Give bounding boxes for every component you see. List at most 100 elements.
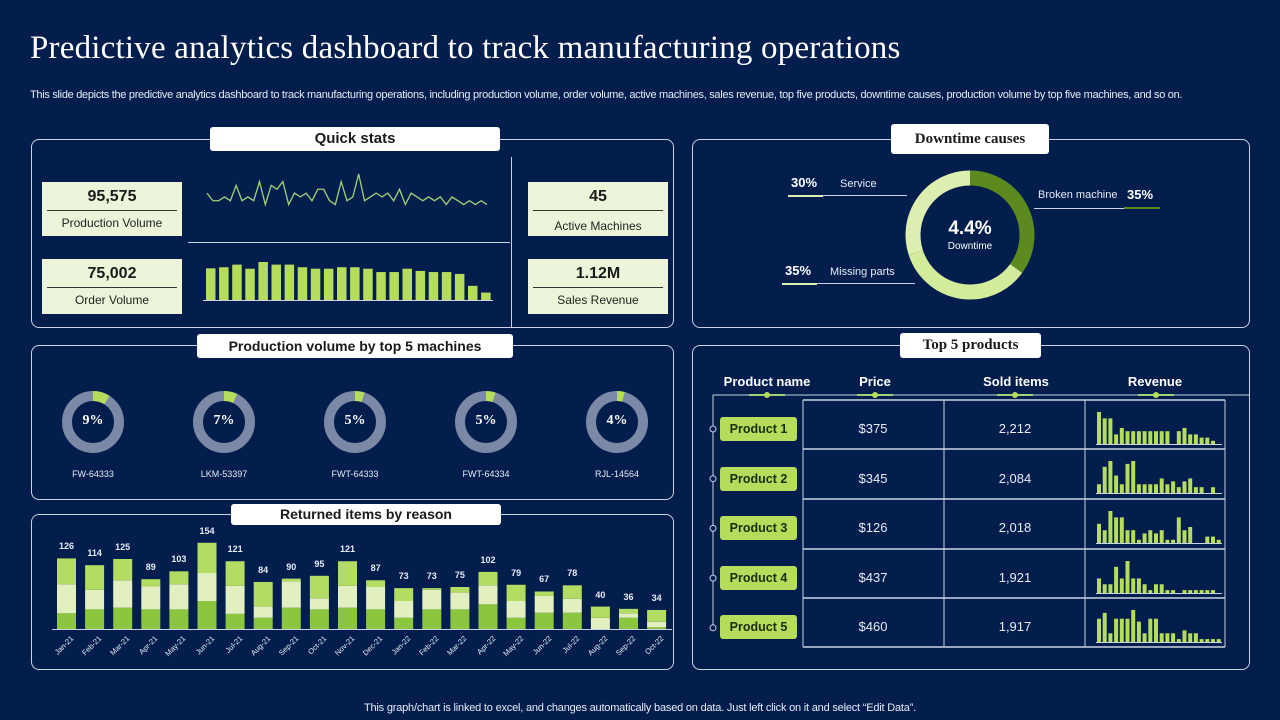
broken-machine-underline: [1124, 207, 1160, 209]
order-bar: [415, 270, 426, 300]
returned-value-label: 73: [398, 571, 409, 582]
order-bar: [271, 264, 281, 300]
returned-value-label: 90: [286, 561, 297, 572]
machine-name: LKM-53397: [200, 469, 248, 479]
returned-bar-segment: [619, 613, 638, 618]
returned-value-label: 89: [145, 562, 156, 573]
revenue-spark-bar: [1165, 633, 1170, 642]
returned-bar-segment: [478, 604, 498, 629]
revenue-spark-bar: [1188, 527, 1193, 543]
revenue-spark-bar: [1216, 539, 1221, 543]
returned-bar-segment: [506, 584, 526, 601]
donut-fill: [223, 391, 238, 404]
missing-parts-leader-line: [817, 283, 915, 284]
returned-bar-segment: [197, 542, 217, 573]
revenue-spark-bar: [1114, 475, 1119, 493]
revenue-spark-bar: [1108, 461, 1113, 493]
revenue-spark-bar: [1182, 590, 1187, 593]
revenue-spark-bar: [1154, 584, 1158, 593]
product-name-badge[interactable]: Product 3: [720, 516, 797, 541]
products-title: Top 5 products: [900, 333, 1041, 358]
revenue-spark-bar: [1102, 418, 1107, 444]
revenue-spark-bar: [1154, 618, 1158, 642]
header-dot: [1153, 392, 1159, 398]
revenue-spark-bar: [1097, 578, 1101, 593]
downtime-slice-service: [905, 170, 971, 255]
order-volume-card: 75,002 Order Volume: [42, 259, 182, 314]
row-marker: [709, 624, 717, 632]
revenue-spark-bar: [1176, 487, 1181, 493]
returned-value-label: 103: [171, 554, 187, 565]
returned-bar-segment: [590, 617, 610, 629]
returned-bar-segment: [534, 612, 554, 629]
returned-bar-segment: [422, 589, 442, 610]
order-bar: [389, 272, 399, 300]
revenue-spark-bar: [1119, 428, 1124, 444]
returned-bar-segment: [338, 607, 357, 629]
returned-bar-segment: [394, 601, 414, 618]
machine-pct: 5%: [344, 413, 366, 428]
returned-bar-segment: [478, 571, 498, 586]
revenue-spark-bar: [1205, 536, 1210, 543]
downtime-slice-missing-parts: [908, 250, 1023, 300]
revenue-spark-bar: [1182, 428, 1187, 444]
divider: [47, 210, 177, 211]
machine-donut: [586, 391, 648, 453]
product-name-badge[interactable]: Product 4: [720, 565, 797, 590]
revenue-spark-bar: [1119, 578, 1124, 593]
revenue-spark-bar: [1193, 590, 1198, 593]
revenue-spark-bar: [1119, 618, 1124, 642]
returned-value-label: 102: [480, 554, 496, 565]
product-name-badge[interactable]: Product 5: [720, 615, 797, 640]
product-name-badge[interactable]: Product 2: [720, 466, 797, 491]
products-table-grid: [709, 392, 1250, 648]
product-price: $460: [858, 619, 888, 635]
machine-name: FW-64333: [72, 469, 114, 479]
revenue-spark-bar: [1171, 633, 1176, 642]
revenue-spark-bar: [1171, 590, 1176, 593]
revenue-spark-bar: [1125, 431, 1130, 444]
returned-bar-segment: [619, 608, 638, 614]
revenue-spark-bar: [1142, 584, 1147, 593]
revenue-spark-bar: [1211, 536, 1215, 543]
returned-bar-segment: [338, 561, 357, 586]
returned-bar-segment: [450, 587, 470, 593]
column-header-product-name: Product name: [723, 374, 811, 389]
quick-stats-title: Quick stats: [210, 127, 500, 151]
quick-stats-v-divider: [511, 157, 512, 327]
revenue-spark-bar: [1176, 639, 1181, 642]
revenue-spark-bar: [1159, 530, 1164, 543]
returned-bar-segment: [57, 584, 76, 614]
donut-fill: [485, 391, 496, 403]
production-volume-card: 95,575 Production Volume: [42, 182, 182, 236]
revenue-spark-bar: [1211, 639, 1215, 642]
returned-bar-segment: [141, 609, 161, 629]
product-sold-items: 1,921: [998, 569, 1032, 585]
returned-bar-segment: [85, 565, 105, 590]
machine-donut: [193, 391, 255, 453]
downtime-center-label: Downtime: [947, 241, 993, 252]
revenue-spark-bar: [1193, 434, 1198, 444]
revenue-spark-bar: [1159, 584, 1164, 593]
revenue-spark-bar: [1199, 437, 1204, 444]
revenue-spark-bar: [1154, 533, 1158, 543]
returned-bar-segment: [562, 585, 582, 599]
revenue-spark-bar: [1097, 412, 1101, 444]
returned-bar-segment: [85, 589, 105, 610]
revenue-spark-bar: [1171, 539, 1176, 543]
revenue-spark-bar: [1108, 633, 1113, 642]
revenue-spark-bar: [1199, 590, 1204, 593]
revenue-spark-bar: [1188, 434, 1193, 444]
machine-pct: 5%: [475, 413, 497, 428]
returned-value-label: 79: [511, 567, 522, 578]
machine-donut: [62, 391, 124, 453]
revenue-spark-bar: [1125, 530, 1130, 543]
revenue-spark-bar: [1148, 431, 1153, 444]
product-name-badge[interactable]: Product 1: [720, 417, 797, 441]
revenue-spark-bar: [1205, 639, 1210, 642]
page-title: Predictive analytics dashboard to track …: [30, 30, 901, 66]
product-sold-items: 2,084: [998, 470, 1032, 486]
revenue-spark-bar: [1114, 566, 1119, 593]
column-header-price: Price: [859, 374, 891, 389]
revenue-spark-bar: [1148, 590, 1153, 593]
